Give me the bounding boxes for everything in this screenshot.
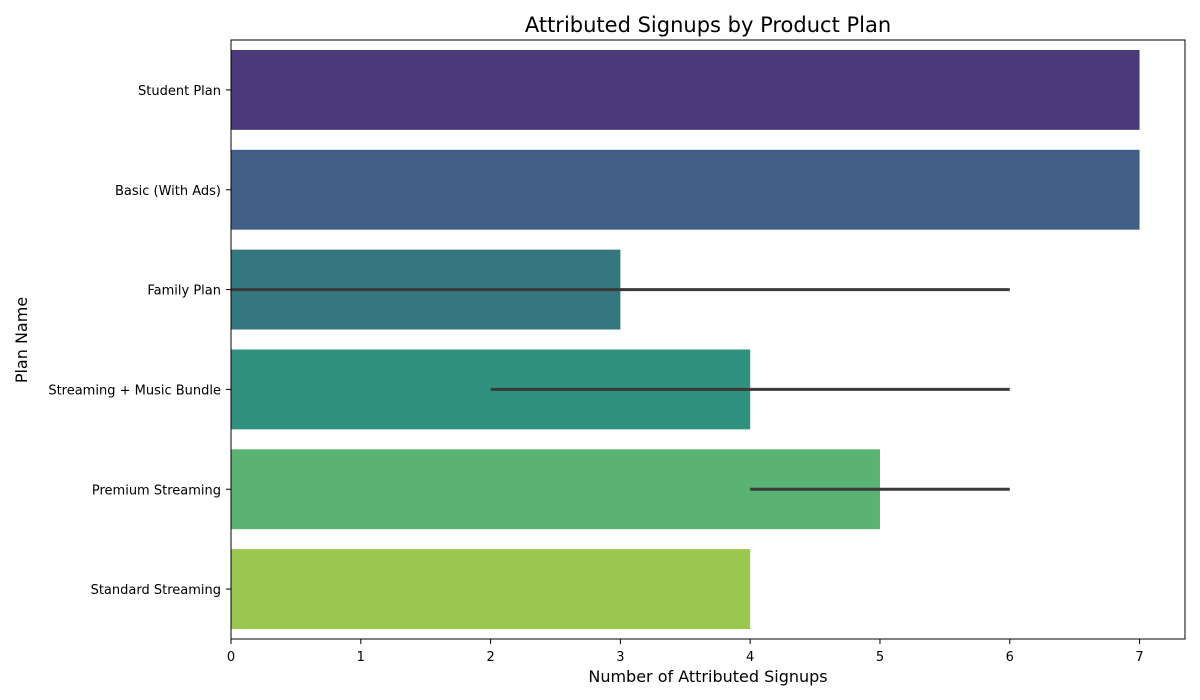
x-tick-label-2: 2 bbox=[486, 650, 494, 665]
bars-group bbox=[231, 49, 1140, 630]
x-axis-ticks: 0 1 2 3 4 5 6 7 bbox=[227, 639, 1144, 665]
chart-title: Attributed Signups by Product Plan bbox=[525, 13, 891, 37]
bar-0 bbox=[231, 49, 1140, 130]
x-tick-label-0: 0 bbox=[227, 650, 235, 665]
error-bars-group bbox=[231, 288, 1010, 491]
x-tick-label-7: 7 bbox=[1135, 650, 1143, 665]
y-axis-label: Plan Name bbox=[12, 297, 31, 383]
x-tick-label-5: 5 bbox=[876, 650, 884, 665]
x-axis-label: Number of Attributed Signups bbox=[588, 667, 827, 686]
y-tick-label-0: Student Plan bbox=[138, 84, 221, 99]
y-tick-label-3: Streaming + Music Bundle bbox=[48, 383, 221, 398]
y-tick-label-2: Family Plan bbox=[147, 284, 221, 299]
y-tick-label-4: Premium Streaming bbox=[92, 483, 221, 498]
x-tick-label-3: 3 bbox=[616, 650, 624, 665]
bar-5 bbox=[231, 549, 751, 630]
y-axis-ticks: Student Plan Basic (With Ads) Family Plan S… bbox=[48, 84, 231, 598]
x-tick-label-4: 4 bbox=[746, 650, 754, 665]
x-tick-label-1: 1 bbox=[357, 650, 365, 665]
bar-1 bbox=[231, 149, 1140, 230]
y-tick-label-5: Standard Streaming bbox=[91, 583, 221, 598]
plot-frame bbox=[230, 39, 1186, 640]
y-tick-label-1: Basic (With Ads) bbox=[115, 184, 221, 199]
x-tick-label-6: 6 bbox=[1006, 650, 1014, 665]
